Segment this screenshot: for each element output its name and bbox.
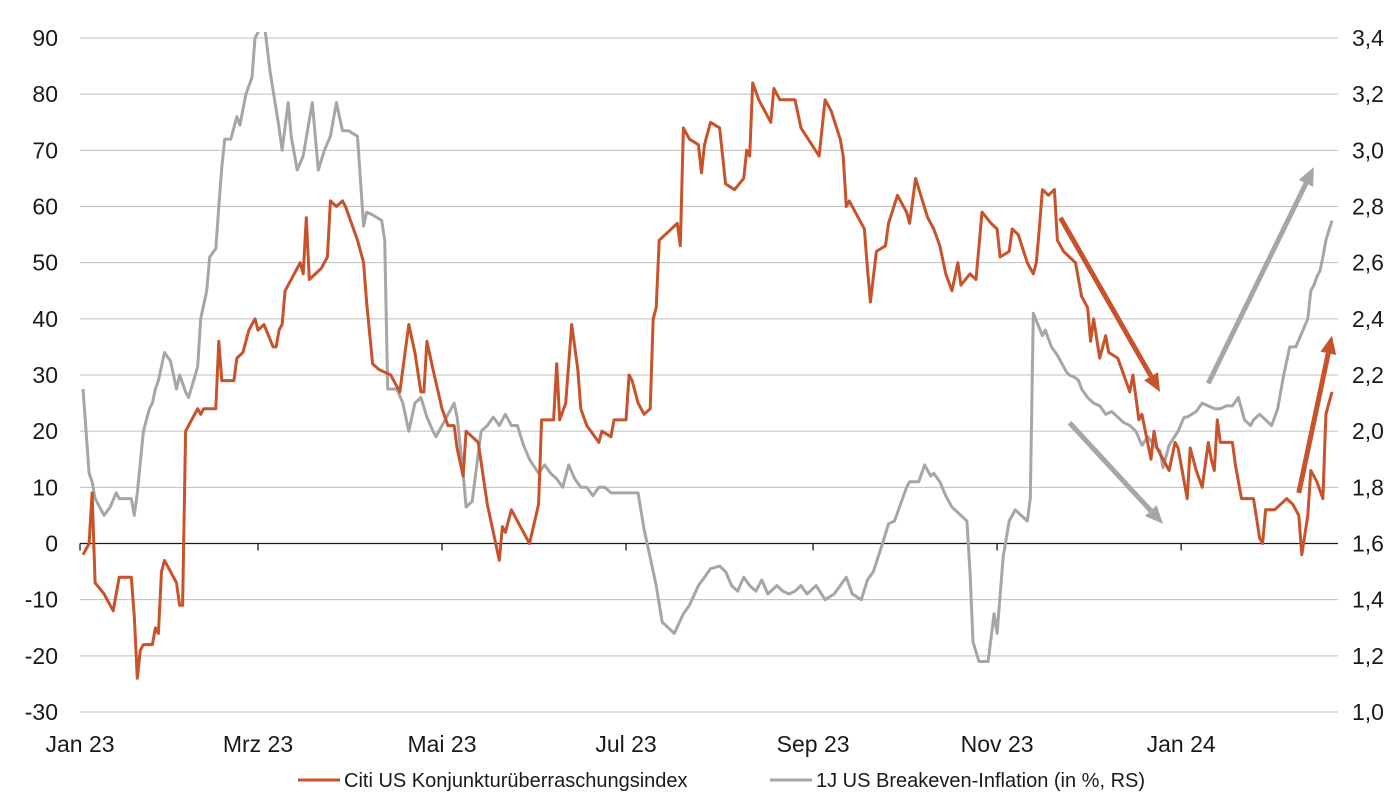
x-tick-label: Jan 23 <box>45 731 114 757</box>
right-tick-label: 2,2 <box>1352 362 1384 388</box>
right-tick-label: 3,4 <box>1352 25 1384 51</box>
left-tick-label: 90 <box>32 25 58 51</box>
right-tick-label: 3,0 <box>1352 137 1384 163</box>
legend-label: Citi US Konjunkturüberraschungsindex <box>344 770 688 792</box>
right-tick-label: 1,2 <box>1352 643 1384 669</box>
trend-arrow-shaft <box>1296 352 1331 494</box>
left-tick-label: -20 <box>25 643 58 669</box>
left-tick-label: 20 <box>32 418 58 444</box>
x-tick-label: Mrz 23 <box>223 731 293 757</box>
right-tick-label: 2,6 <box>1352 250 1384 276</box>
trend-arrow-shaft <box>1206 182 1309 385</box>
trend-arrow-head <box>1144 372 1161 392</box>
x-tick-label: Mai 23 <box>407 731 476 757</box>
left-tick-label: 30 <box>32 362 58 388</box>
legend: Citi US Konjunkturüberraschungsindex 1J U… <box>298 770 1145 792</box>
surprise-index-line <box>81 81 1334 680</box>
left-tick-label: 10 <box>32 474 58 500</box>
left-tick-label: 50 <box>32 250 58 276</box>
right-tick-label: 3,2 <box>1352 81 1384 107</box>
left-tick-label: 40 <box>32 306 58 332</box>
left-tick-label: -10 <box>25 587 58 613</box>
right-tick-label: 1,6 <box>1352 531 1384 557</box>
right-tick-label: 1,8 <box>1352 474 1384 500</box>
trend-arrow-shaft <box>1067 421 1153 513</box>
trend-arrows <box>1058 167 1337 524</box>
trend-arrow-head <box>1320 335 1337 355</box>
right-tick-label: 1,4 <box>1352 587 1384 613</box>
left-tick-label: -30 <box>25 699 58 725</box>
series-lines <box>81 32 1334 680</box>
gridlines <box>80 37 1338 713</box>
left-tick-label: 70 <box>32 137 58 163</box>
breakeven-inflation-line <box>81 32 1334 663</box>
legend-label: 1J US Breakeven-Inflation (in %, RS) <box>816 770 1145 792</box>
x-axis: Jan 23 Mrz 23 Mai 23 Jul 23 Sep 23 Nov 23 Jan … <box>45 542 1338 757</box>
right-tick-label: 1,0 <box>1352 699 1384 725</box>
trend-arrow-head <box>1298 167 1314 187</box>
x-tick-label: Nov 23 <box>961 731 1034 757</box>
left-tick-label: 0 <box>45 531 58 557</box>
x-tick-label: Jul 23 <box>595 731 656 757</box>
trend-arrow-head <box>1144 505 1164 524</box>
right-tick-label: 2,8 <box>1352 194 1384 220</box>
left-tick-label: 80 <box>32 81 58 107</box>
left-tick-label: 60 <box>32 194 58 220</box>
x-tick-label: Jan 24 <box>1147 731 1216 757</box>
trend-arrow-shaft <box>1058 216 1154 378</box>
right-y-axis: 3,4 3,2 3,0 2,8 2,6 2,4 2,2 2,0 1,8 1,6 1,4 1,2 1,0 <box>1352 25 1384 725</box>
left-y-axis: 90 80 70 60 50 40 30 20 10 0 -10 -20 -30 <box>25 25 58 725</box>
x-tick-label: Sep 23 <box>777 731 850 757</box>
right-tick-label: 2,0 <box>1352 418 1384 444</box>
right-tick-label: 2,4 <box>1352 306 1384 332</box>
